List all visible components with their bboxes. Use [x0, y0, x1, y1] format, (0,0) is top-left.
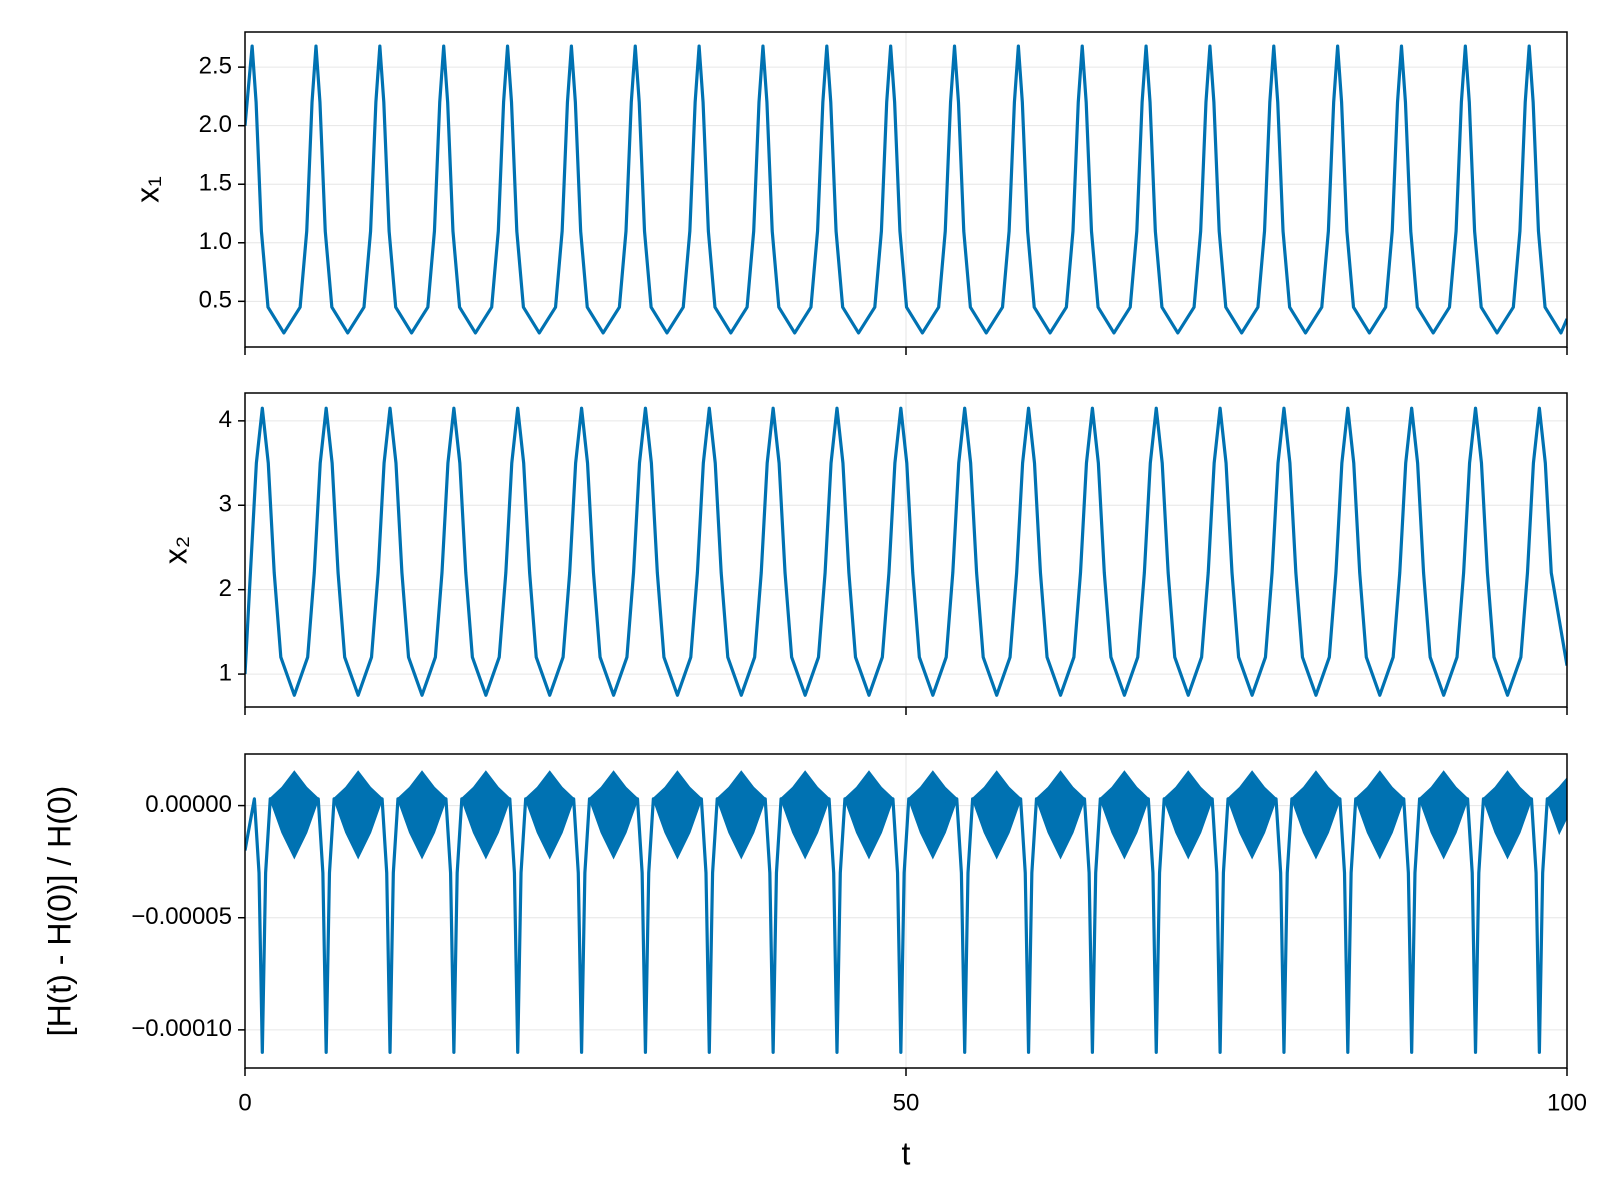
y-tick-label: 1.0 — [199, 228, 232, 255]
y-axis-label: x₁ — [129, 176, 165, 203]
plot-area — [245, 406, 1567, 697]
x-tick-label: 50 — [893, 1089, 920, 1116]
y-tick-label: 2.5 — [199, 52, 232, 79]
y-tick-label: 2 — [219, 575, 232, 602]
y-tick-label: 3 — [219, 491, 232, 518]
y-tick-label: −0.00005 — [131, 903, 232, 930]
plot-frame — [244, 31, 1568, 348]
line — [245, 44, 1567, 335]
plot-area — [245, 44, 1567, 335]
y-tick-label: 1 — [219, 659, 232, 686]
plot-area — [245, 770, 1567, 1054]
band — [269, 770, 1567, 860]
y-axis-label: [H(t) - H(0)] / H(0) — [41, 786, 77, 1037]
x-tick-label: 0 — [238, 1089, 251, 1116]
y-tick-label: −0.00010 — [131, 1015, 232, 1042]
line — [245, 406, 1567, 697]
plot-frame — [244, 753, 1568, 1069]
plot-frame — [244, 392, 1568, 708]
x-tick-label: 100 — [1547, 1089, 1587, 1116]
y-tick-label: 0.5 — [199, 287, 232, 314]
y-tick-label: 1.5 — [199, 170, 232, 197]
y-tick-label: 0.00000 — [145, 791, 232, 818]
x-axis-label: t — [902, 1135, 911, 1171]
y-tick-label: 2.0 — [199, 111, 232, 138]
line — [245, 797, 1567, 1054]
y-tick-label: 4 — [219, 406, 232, 433]
y-axis-label: x₂ — [157, 536, 193, 564]
